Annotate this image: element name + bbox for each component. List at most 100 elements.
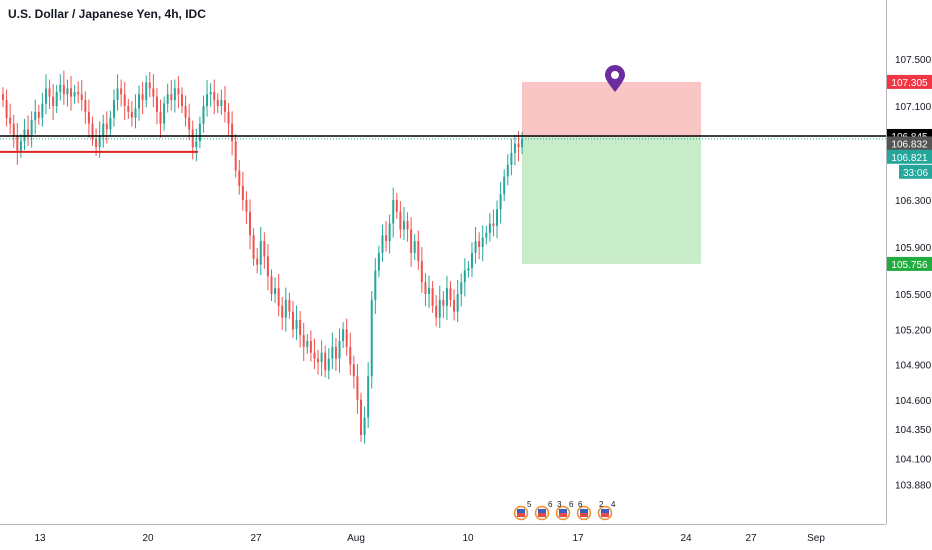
- drawn-lines[interactable]: [0, 135, 886, 153]
- candle-body: [370, 299, 373, 377]
- candle-body: [41, 103, 44, 118]
- candle-body: [170, 94, 173, 101]
- candle-body: [453, 299, 456, 312]
- candle-body: [48, 88, 51, 97]
- candle-body: [270, 276, 273, 294]
- candle-body: [259, 241, 262, 265]
- candle-body: [234, 141, 237, 171]
- calendar-event-count: 2: [599, 500, 604, 509]
- candle-body: [363, 417, 366, 435]
- candle-body: [392, 200, 395, 224]
- candle-body: [334, 346, 337, 359]
- candle-body: [238, 170, 241, 186]
- candle-body: [284, 299, 287, 318]
- candle-body: [116, 88, 119, 101]
- candle-body: [388, 223, 391, 242]
- candle-body: [127, 106, 130, 112]
- candle-body: [55, 91, 58, 106]
- candle-body: [295, 319, 298, 330]
- candle-body: [105, 123, 108, 130]
- price-tag: 33:06: [899, 164, 932, 179]
- candle-body: [152, 88, 155, 97]
- price-tag-bg: [887, 256, 932, 271]
- candle-body: [198, 123, 201, 142]
- candle-body: [492, 223, 495, 226]
- candle-body: [184, 106, 187, 118]
- x-tick-label: Aug: [347, 533, 365, 544]
- candle-body: [299, 319, 302, 336]
- candle-body: [241, 185, 244, 200]
- y-tick-label: 103.880: [895, 480, 932, 491]
- calendar-event-count: 6: [569, 500, 574, 509]
- candle-body: [456, 294, 459, 312]
- candle-body: [181, 94, 183, 106]
- candle-body: [9, 117, 12, 124]
- candle-body: [77, 91, 80, 95]
- x-tick-label: 24: [680, 533, 692, 544]
- candle-body: [37, 111, 40, 118]
- marker-pin-hole: [611, 71, 619, 79]
- candle-body: [231, 123, 234, 142]
- candle-body: [309, 341, 312, 353]
- candle-body: [431, 288, 434, 306]
- candle-body: [16, 135, 19, 151]
- price-axis[interactable]: 107.500107.100106.700106.300105.900105.5…: [895, 55, 932, 491]
- candle-body: [428, 288, 431, 294]
- candle-body: [485, 232, 488, 238]
- candle-body: [95, 138, 98, 148]
- chart-title: U.S. Dollar / Japanese Yen, 4h, IDC: [8, 7, 206, 21]
- calendar-event-count: 5: [527, 500, 532, 509]
- candle-body: [410, 229, 413, 253]
- position-zones[interactable]: [522, 81, 701, 264]
- candle-body: [112, 100, 115, 118]
- flag-canton: [601, 509, 609, 513]
- candle-body: [159, 111, 162, 124]
- candle-body: [209, 91, 212, 95]
- candle-body: [91, 123, 94, 139]
- candle-body: [503, 176, 506, 195]
- candle-body: [438, 299, 441, 318]
- price-tag-label: 106.832: [891, 139, 928, 150]
- price-tag-bg: [887, 149, 932, 164]
- time-axis[interactable]: 13 20 27 Aug 10 17 24 27 Sep: [34, 533, 825, 544]
- candle-body: [44, 88, 47, 104]
- candle-body: [59, 84, 62, 92]
- candle-body: [102, 123, 105, 136]
- location-marker-icon[interactable]: [605, 65, 625, 92]
- candle-body: [191, 129, 194, 148]
- price-tag-label: 107.305: [891, 78, 928, 89]
- candle-body: [227, 111, 230, 124]
- candle-body: [320, 352, 323, 363]
- candle-body: [155, 96, 158, 112]
- candle-body: [256, 258, 259, 265]
- candle-body: [12, 123, 15, 136]
- candle-body: [281, 305, 284, 318]
- candle-body: [109, 117, 112, 130]
- candle-body: [460, 282, 463, 294]
- candle-body: [163, 103, 166, 124]
- candle-body: [506, 164, 509, 177]
- candle-body: [406, 221, 409, 230]
- candle-body: [302, 335, 305, 347]
- y-tick-label: 106.300: [895, 196, 932, 207]
- price-tag-label: 105.756: [891, 260, 928, 271]
- y-tick-label: 105.200: [895, 325, 932, 336]
- candle-series: [2, 70, 524, 444]
- x-tick-label: 10: [462, 533, 474, 544]
- flag-canton: [538, 509, 546, 513]
- y-tick-label: 107.500: [895, 55, 932, 66]
- x-tick-label: 17: [572, 533, 584, 544]
- candle-body: [87, 111, 90, 124]
- candle-body: [73, 91, 76, 97]
- candle-body: [463, 270, 466, 283]
- candle-body: [27, 129, 30, 136]
- flag-stripes: [517, 513, 525, 517]
- candle-body: [377, 252, 380, 271]
- y-tick-label: 104.600: [895, 396, 932, 407]
- price-tag: 106.832: [887, 136, 932, 151]
- flag-canton: [559, 509, 567, 513]
